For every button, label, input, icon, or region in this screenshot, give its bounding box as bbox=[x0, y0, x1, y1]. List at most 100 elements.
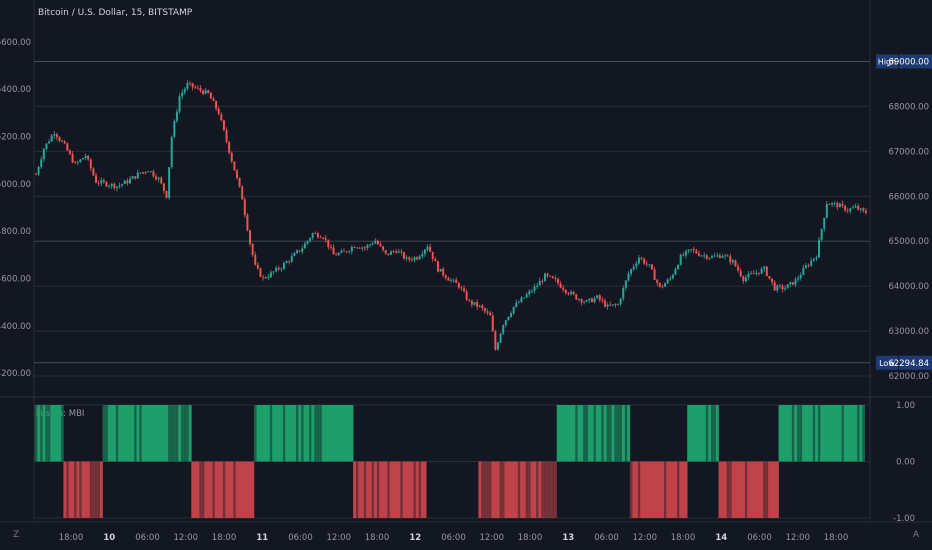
mbi-bar-up bbox=[303, 405, 307, 462]
candle-body bbox=[650, 264, 653, 270]
candle-body bbox=[577, 299, 580, 300]
candle-body bbox=[666, 279, 669, 284]
mbi-bar-down bbox=[520, 461, 524, 518]
candle-body bbox=[170, 136, 173, 168]
mbi-bar-down bbox=[360, 461, 364, 518]
mbi-bar-up bbox=[577, 405, 581, 462]
candle-body bbox=[747, 273, 750, 278]
mbi-bar-up bbox=[293, 405, 297, 462]
mbi-bar-down bbox=[196, 461, 200, 518]
candle-body bbox=[546, 273, 549, 276]
mbi-bar-down bbox=[762, 461, 766, 518]
candle-body bbox=[199, 87, 202, 91]
candle-body bbox=[857, 206, 860, 210]
candle-body bbox=[102, 180, 105, 182]
mbi-bar-down bbox=[728, 461, 732, 518]
candle-body bbox=[494, 331, 497, 350]
candle-body bbox=[452, 279, 455, 281]
mbi-bar-up bbox=[849, 405, 852, 462]
mbi-bar-up bbox=[112, 405, 116, 462]
mbi-bar-up bbox=[55, 405, 59, 462]
mbi-bar-up bbox=[588, 405, 591, 462]
candle-body bbox=[499, 333, 502, 343]
mbi-bar-down bbox=[220, 461, 223, 518]
candle-body bbox=[611, 304, 614, 306]
candle-body bbox=[332, 247, 335, 255]
candle-body bbox=[541, 280, 544, 282]
x-axis-tick: 18:00 bbox=[212, 533, 237, 543]
mbi-bar-up bbox=[337, 405, 341, 462]
mbi-bar-up bbox=[794, 405, 798, 462]
candle-body bbox=[491, 315, 494, 332]
mbi-bar-up bbox=[334, 405, 338, 462]
candle-body bbox=[486, 311, 489, 313]
corner-right-button[interactable]: A bbox=[913, 530, 920, 540]
mbi-bar-down bbox=[684, 461, 688, 518]
mbi-bar-up bbox=[830, 405, 834, 462]
candle-body bbox=[564, 289, 567, 293]
candle-body bbox=[238, 177, 241, 187]
mbi-bar-down bbox=[666, 461, 670, 518]
candle-body bbox=[165, 190, 168, 198]
candle-body bbox=[596, 295, 599, 299]
left-axis-tick: 64200.00 bbox=[0, 369, 31, 379]
candle-body bbox=[598, 295, 601, 300]
mbi-bar-down bbox=[629, 461, 633, 518]
candle-body bbox=[773, 282, 776, 291]
candle-body bbox=[781, 285, 784, 290]
mbi-bar-up bbox=[796, 405, 800, 462]
mbi-axis-tick: 1.00 bbox=[896, 401, 915, 411]
mbi-bar-up bbox=[569, 405, 573, 462]
mbi-bar-up bbox=[789, 405, 792, 462]
candle-body bbox=[465, 291, 468, 300]
candle-body bbox=[617, 304, 620, 305]
candle-body bbox=[536, 285, 539, 287]
candle-body bbox=[755, 272, 758, 274]
x-axis-tick: 14 bbox=[715, 533, 727, 543]
candle-body bbox=[470, 300, 473, 305]
candle-body bbox=[89, 159, 92, 169]
mbi-bar-down bbox=[240, 461, 244, 518]
mbi-bar-down bbox=[486, 461, 490, 518]
corner-left-button[interactable]: Z bbox=[13, 530, 20, 540]
candle-body bbox=[533, 286, 536, 292]
candle-body bbox=[700, 255, 703, 257]
mbi-bar-down bbox=[671, 461, 675, 518]
mbi-bar-up bbox=[329, 405, 333, 462]
candle-body bbox=[585, 300, 588, 302]
candle-body bbox=[671, 274, 674, 279]
mbi-bar-down bbox=[658, 461, 662, 518]
mbi-bar-up bbox=[340, 405, 343, 462]
candle-body bbox=[510, 313, 513, 317]
mbi-bar-up bbox=[287, 405, 291, 462]
mbi-bar-up bbox=[136, 405, 140, 462]
candle-body bbox=[833, 202, 836, 204]
candle-body bbox=[695, 250, 698, 254]
mbi-bar-down bbox=[635, 461, 638, 518]
candle-body bbox=[836, 202, 839, 208]
x-axis-tick: 06:00 bbox=[441, 533, 466, 543]
mbi-bar-up bbox=[598, 405, 602, 462]
candle-body bbox=[342, 250, 345, 252]
candle-body bbox=[225, 130, 228, 142]
candle-body bbox=[356, 247, 359, 249]
candle-body bbox=[207, 90, 210, 93]
candle-body bbox=[765, 266, 768, 276]
left-axis-tick: 65200.00 bbox=[0, 133, 31, 143]
mbi-bar-down bbox=[663, 461, 667, 518]
mbi-bar-down bbox=[418, 461, 422, 518]
mbi-bar-down bbox=[681, 461, 685, 518]
candle-body bbox=[48, 141, 51, 144]
mbi-bar-down bbox=[206, 461, 210, 518]
candle-body bbox=[661, 286, 664, 288]
candle-body bbox=[144, 172, 147, 173]
candle-body bbox=[95, 175, 98, 183]
mbi-bar-down bbox=[405, 461, 409, 518]
mbi-bar-up bbox=[300, 405, 304, 462]
candle-body bbox=[395, 251, 398, 253]
candle-body bbox=[358, 247, 361, 249]
mbi-bar-down bbox=[653, 461, 657, 518]
mbi-bar-down bbox=[488, 461, 492, 518]
mbi-bar-down bbox=[374, 461, 377, 518]
